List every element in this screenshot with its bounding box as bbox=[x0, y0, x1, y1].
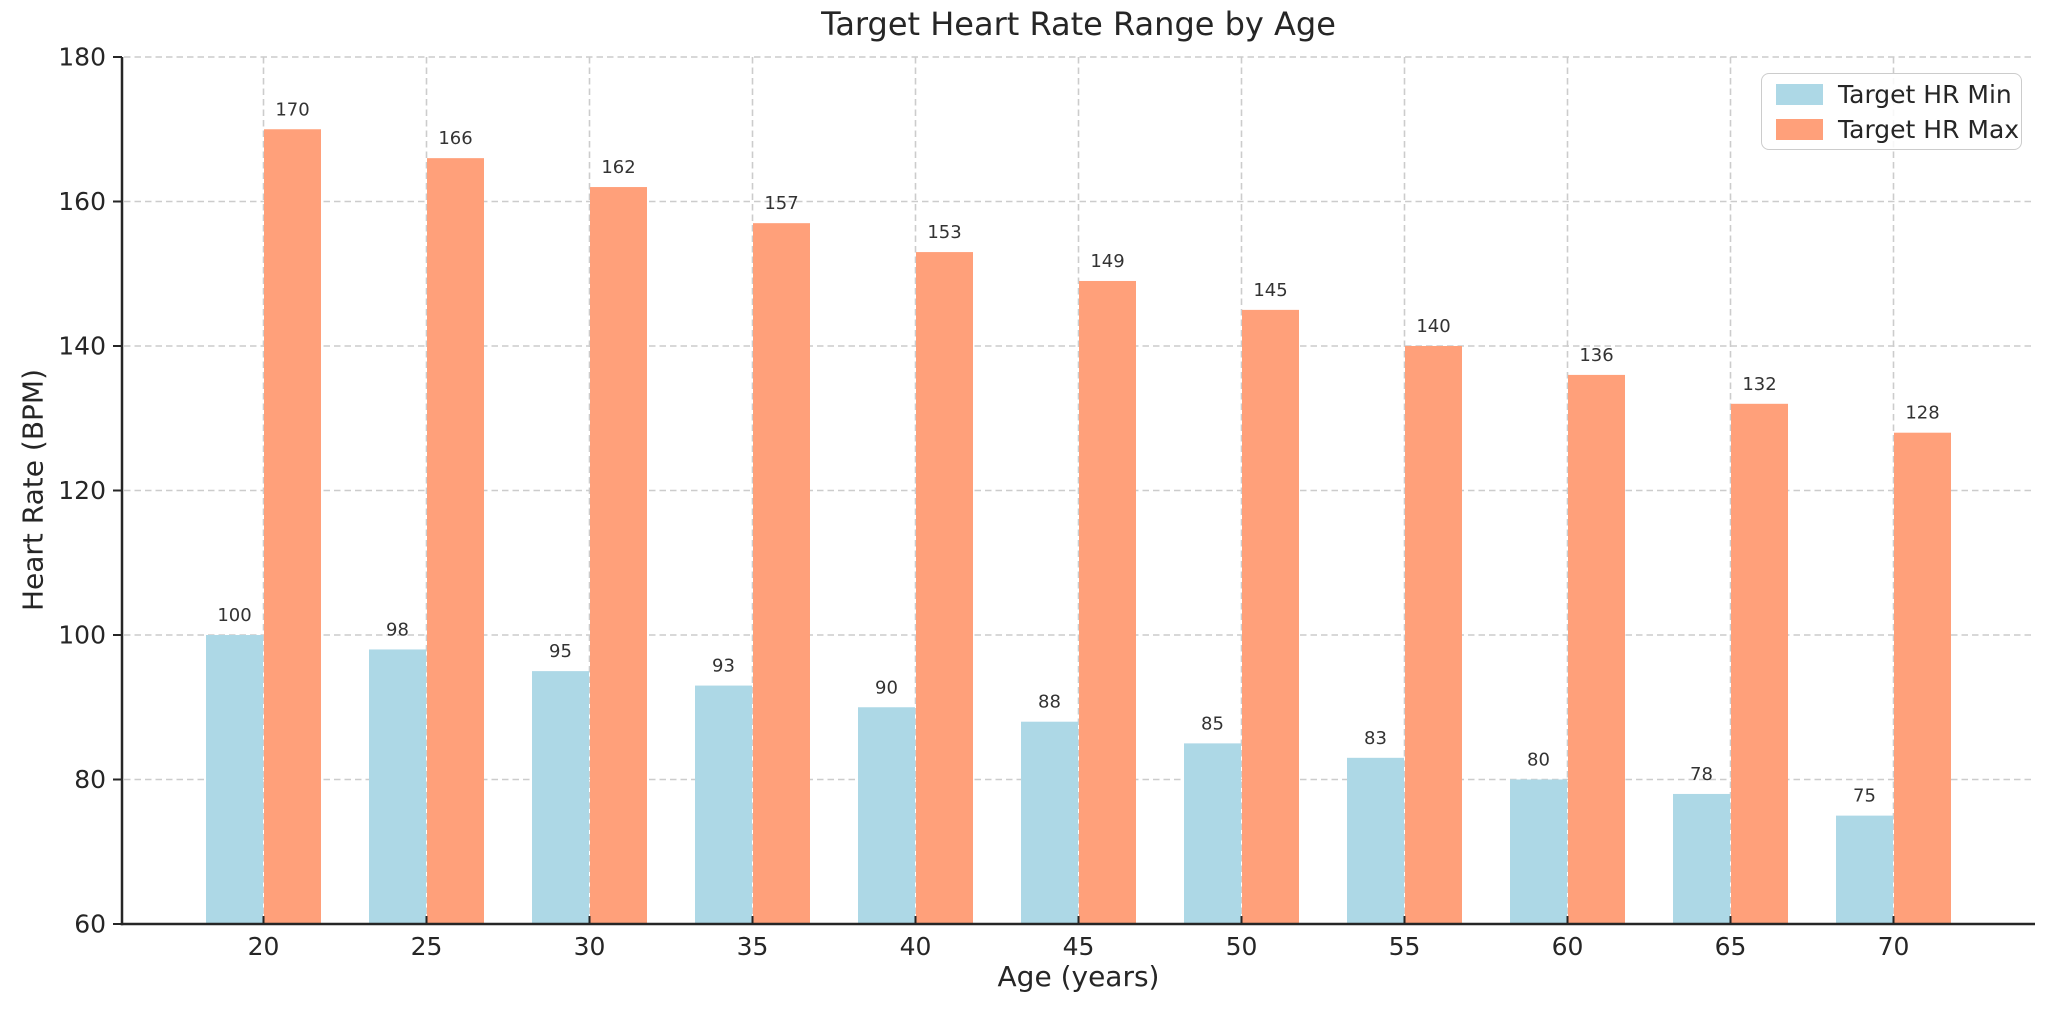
chart-title: Target Heart Rate Range by Age bbox=[821, 5, 1336, 43]
bar-hr-min bbox=[695, 685, 752, 924]
bar-hr-max bbox=[427, 158, 484, 924]
y-axis-label: Heart Rate (BPM) bbox=[16, 368, 50, 612]
bar-value-label: 78 bbox=[1690, 764, 1713, 785]
bar-value-label: 93 bbox=[712, 656, 735, 677]
legend-swatch-min-icon bbox=[1776, 83, 1823, 105]
bar-hr-min bbox=[1673, 793, 1730, 924]
y-tick-label: 100 bbox=[58, 621, 106, 650]
bar-hr-min bbox=[1510, 779, 1567, 924]
y-tick-label: 80 bbox=[74, 765, 106, 794]
bar-value-label: 95 bbox=[549, 641, 572, 662]
bar-value-label: 98 bbox=[386, 619, 409, 640]
bar-value-label: 90 bbox=[875, 677, 898, 698]
x-tick-label: 40 bbox=[900, 932, 932, 961]
bar-value-label: 145 bbox=[1253, 280, 1287, 301]
bar-hr-max bbox=[264, 129, 321, 924]
x-tick-label: 55 bbox=[1389, 932, 1421, 961]
bar-value-label: 157 bbox=[764, 193, 798, 214]
bar-value-label: 128 bbox=[1905, 403, 1939, 424]
bar-value-label: 100 bbox=[217, 605, 251, 626]
legend-swatch-max-icon bbox=[1776, 118, 1823, 140]
y-tick-label: 160 bbox=[58, 187, 106, 216]
y-tick-label: 120 bbox=[58, 476, 106, 505]
x-tick-label: 20 bbox=[248, 932, 280, 961]
bar-hr-min bbox=[1184, 743, 1241, 924]
bar-hr-max bbox=[753, 223, 810, 925]
bar-value-label: 85 bbox=[1201, 713, 1224, 734]
bar-hr-min bbox=[532, 671, 589, 924]
x-tick-label: 45 bbox=[1063, 932, 1095, 961]
bar-hr-min bbox=[1347, 757, 1404, 924]
bar-value-label: 170 bbox=[275, 99, 309, 120]
legend: Target HR Min Target HR Max bbox=[1761, 73, 2022, 150]
bar-hr-min bbox=[1021, 721, 1078, 924]
bar-value-label: 83 bbox=[1364, 728, 1387, 749]
x-tick-label: 60 bbox=[1552, 932, 1584, 961]
y-tick-label: 180 bbox=[58, 43, 106, 72]
bar-hr-min bbox=[206, 635, 263, 924]
bar-value-label: 166 bbox=[438, 128, 472, 149]
x-tick-label: 25 bbox=[411, 932, 443, 961]
bar-value-label: 132 bbox=[1742, 374, 1776, 395]
bar-hr-min bbox=[369, 649, 426, 924]
bar-hr-max bbox=[1079, 280, 1136, 925]
bar-hr-max bbox=[1894, 432, 1951, 924]
x-tick-label: 65 bbox=[1715, 932, 1747, 961]
bar-hr-max bbox=[1731, 403, 1788, 924]
bar-hr-max bbox=[916, 252, 973, 924]
legend-label-max: Target HR Max bbox=[1838, 114, 2020, 144]
bar-value-label: 149 bbox=[1090, 251, 1124, 272]
bar-hr-max bbox=[1405, 346, 1462, 924]
y-tick-label: 60 bbox=[74, 910, 106, 939]
x-tick-label: 70 bbox=[1878, 932, 1910, 961]
bar-value-label: 153 bbox=[927, 222, 961, 243]
x-tick-label: 35 bbox=[737, 932, 769, 961]
legend-item-hr-max: Target HR Max bbox=[1776, 115, 2019, 144]
bar-value-label: 75 bbox=[1853, 786, 1876, 807]
legend-label-min: Target HR Min bbox=[1838, 79, 2012, 109]
x-tick-label: 50 bbox=[1226, 932, 1258, 961]
x-tick-label: 30 bbox=[574, 932, 606, 961]
bar-value-label: 136 bbox=[1579, 345, 1613, 366]
bar-hr-max bbox=[1568, 374, 1625, 924]
bar-hr-min bbox=[858, 707, 915, 924]
bar-value-label: 88 bbox=[1038, 692, 1061, 713]
bar-hr-max bbox=[590, 187, 647, 925]
bar-value-label: 162 bbox=[601, 157, 635, 178]
bar-value-label: 80 bbox=[1527, 750, 1550, 771]
bar-hr-max bbox=[1242, 309, 1299, 924]
y-tick-label: 140 bbox=[58, 332, 106, 361]
bar-value-label: 140 bbox=[1416, 316, 1450, 337]
x-axis-label: Age (years) bbox=[997, 960, 1160, 993]
bar-hr-min bbox=[1836, 815, 1893, 924]
legend-item-hr-min: Target HR Min bbox=[1776, 80, 2012, 109]
